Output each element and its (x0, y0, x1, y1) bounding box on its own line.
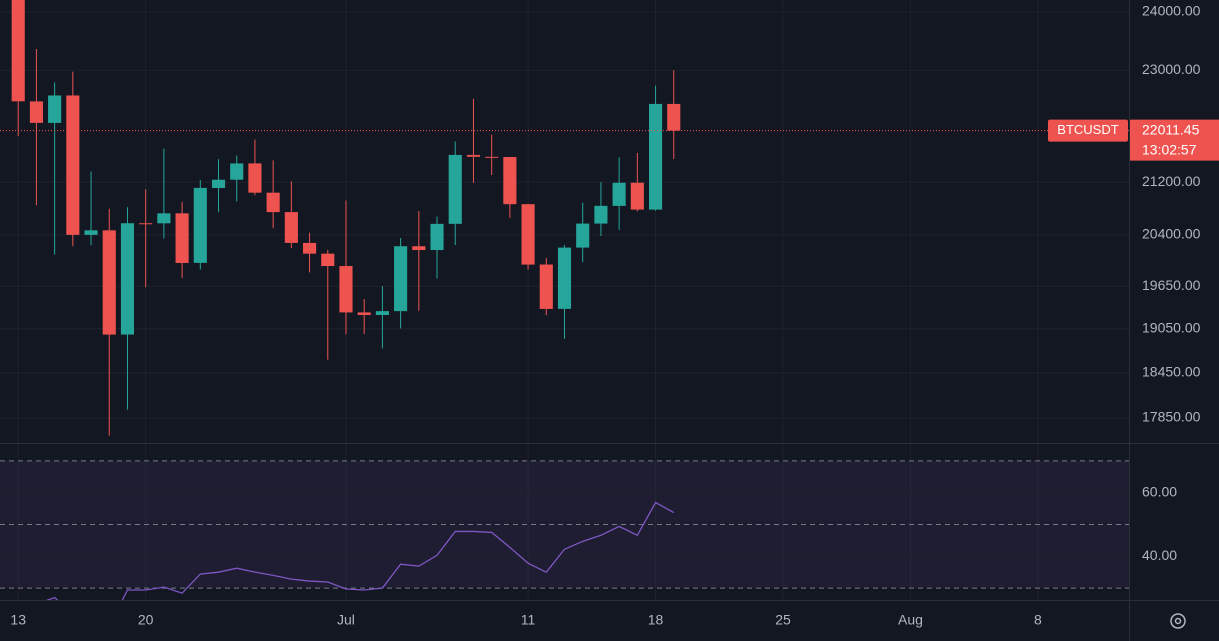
candle-body (448, 154, 462, 224)
x-tick-label: 11 (521, 612, 536, 628)
x-tick-label: 8 (1034, 612, 1042, 628)
candle-body (139, 223, 153, 225)
candle-body (157, 213, 171, 224)
y-tick-label: 18450.00 (1142, 363, 1201, 379)
y-tick-label: 40.00 (1142, 547, 1177, 563)
y-tick-label: 60.00 (1142, 483, 1177, 499)
y-tick-label: 24000.00 (1142, 3, 1201, 19)
candle-body (321, 253, 335, 267)
symbol-tag (1048, 119, 1128, 142)
candle-body (84, 230, 98, 235)
price-pane (0, 0, 1129, 443)
candle-body (594, 205, 608, 224)
y-tick-label: 19650.00 (1142, 277, 1201, 293)
symbol-label: BTCUSDT (1057, 122, 1118, 137)
candle-body (11, 0, 25, 102)
rsi-band (0, 460, 1129, 589)
price-tag (1129, 119, 1219, 161)
candle-body (485, 156, 499, 158)
y-tick-label: 21200.00 (1142, 173, 1201, 189)
x-tick-label: 18 (648, 612, 664, 628)
x-tick-label: 20 (138, 612, 154, 628)
y-tick-label: 23000.00 (1142, 61, 1201, 77)
candle-body (211, 179, 226, 188)
candle-body (66, 95, 80, 235)
candle-body (557, 247, 572, 309)
candle-body (521, 204, 535, 265)
candle-body (430, 223, 444, 251)
y-tick-label: 19050.00 (1142, 320, 1201, 336)
candle-body (284, 212, 298, 243)
candle-body (576, 223, 590, 248)
candle-body (266, 192, 280, 213)
rsi-line (45, 501, 675, 600)
candle-body (303, 242, 317, 254)
y-tick-label: 20400.00 (1142, 226, 1201, 242)
candle-body (667, 103, 681, 131)
candle-body (375, 311, 389, 315)
candle-body (193, 187, 207, 263)
candle-body (248, 163, 262, 193)
candle-body (630, 182, 644, 210)
y-tick-label: 17850.00 (1142, 409, 1201, 425)
candle-body (612, 182, 626, 206)
candle-body (230, 163, 244, 180)
last-price-label: 22011.45 (1142, 121, 1200, 137)
candle-body (29, 101, 43, 123)
candle-body (120, 223, 135, 335)
rsi-pane (0, 444, 1129, 600)
x-tick-label: Aug (898, 612, 923, 628)
candle-body (102, 230, 116, 335)
candle-body (648, 103, 663, 210)
candle-body (175, 213, 189, 263)
candle-body (466, 154, 481, 157)
candle-body (539, 264, 553, 309)
candle-body (339, 266, 353, 313)
x-tick-label: 25 (775, 612, 791, 628)
candle-body (394, 246, 408, 312)
x-tick-label: Jul (337, 612, 355, 628)
x-tick-label: 13 (10, 612, 26, 628)
candle-body (412, 246, 426, 251)
countdown-label: 13:02:57 (1142, 141, 1197, 157)
settings-icon[interactable] (1170, 613, 1186, 629)
candle-body (503, 157, 517, 205)
axes: 13 20 Jul 11 18 25 Aug 8 24000.00 23000.00 21200.0… (10, 3, 1219, 628)
candle-body (357, 312, 371, 315)
candle-body (48, 95, 62, 123)
